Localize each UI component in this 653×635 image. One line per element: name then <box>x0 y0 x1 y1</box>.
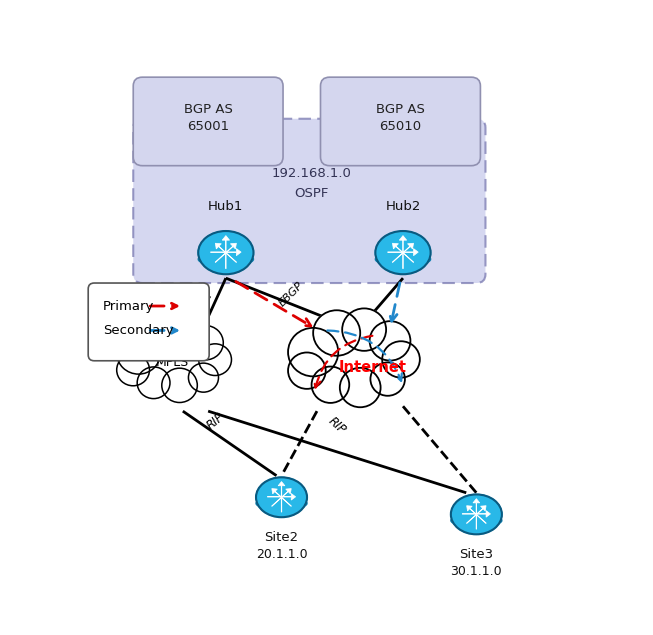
FancyArrowPatch shape <box>236 281 311 326</box>
Text: RIP: RIP <box>204 410 227 432</box>
Circle shape <box>138 316 180 356</box>
Circle shape <box>370 321 411 361</box>
FancyArrow shape <box>215 243 236 262</box>
FancyBboxPatch shape <box>133 119 485 283</box>
Text: EBGP: EBGP <box>278 279 306 308</box>
Circle shape <box>370 363 405 396</box>
Ellipse shape <box>199 252 253 266</box>
Circle shape <box>313 311 360 356</box>
FancyArrow shape <box>278 481 285 512</box>
FancyArrow shape <box>392 243 414 262</box>
Text: BGP AS
65001: BGP AS 65001 <box>183 103 232 133</box>
Circle shape <box>288 328 338 377</box>
Text: 192.168.1.0: 192.168.1.0 <box>272 168 352 180</box>
Circle shape <box>311 366 349 403</box>
Text: Hub1: Hub1 <box>208 200 244 213</box>
Text: Site3: Site3 <box>459 548 494 561</box>
Text: BGP AS
65010: BGP AS 65010 <box>376 103 425 133</box>
Text: EBGP: EBGP <box>195 288 217 319</box>
FancyBboxPatch shape <box>321 77 481 166</box>
FancyArrow shape <box>467 505 486 523</box>
Text: 30.1.1.0: 30.1.1.0 <box>451 565 502 578</box>
Text: Site2: Site2 <box>264 531 298 544</box>
Circle shape <box>117 332 161 374</box>
Circle shape <box>340 368 381 407</box>
Text: RIP: RIP <box>326 415 349 437</box>
Circle shape <box>188 326 223 360</box>
FancyArrow shape <box>215 243 236 262</box>
Text: Internet: Internet <box>339 359 407 375</box>
FancyBboxPatch shape <box>88 283 209 361</box>
Circle shape <box>382 341 420 378</box>
Circle shape <box>199 344 231 375</box>
FancyArrowPatch shape <box>314 336 372 387</box>
FancyArrow shape <box>272 488 291 506</box>
Circle shape <box>117 354 150 386</box>
FancyArrow shape <box>211 248 241 256</box>
FancyArrow shape <box>268 493 296 500</box>
FancyArrowPatch shape <box>327 330 402 381</box>
Ellipse shape <box>199 231 253 274</box>
FancyArrow shape <box>388 248 418 256</box>
FancyArrow shape <box>392 243 413 262</box>
FancyBboxPatch shape <box>133 77 283 166</box>
Text: OSPF: OSPF <box>295 187 329 200</box>
Circle shape <box>162 368 197 403</box>
FancyArrow shape <box>462 511 490 517</box>
FancyArrow shape <box>466 505 486 523</box>
FancyArrow shape <box>272 488 291 506</box>
Ellipse shape <box>256 478 307 518</box>
Ellipse shape <box>375 252 430 266</box>
Text: MPLS: MPLS <box>156 356 189 369</box>
FancyArrow shape <box>399 236 407 269</box>
FancyArrow shape <box>222 236 230 269</box>
Circle shape <box>342 309 386 351</box>
FancyArrow shape <box>473 498 480 529</box>
Ellipse shape <box>451 495 502 534</box>
Ellipse shape <box>256 497 307 510</box>
Text: Secondary: Secondary <box>103 324 174 337</box>
Circle shape <box>164 314 202 351</box>
Text: Primary: Primary <box>103 300 154 312</box>
Ellipse shape <box>375 231 430 274</box>
Text: 20.1.1.0: 20.1.1.0 <box>256 548 308 561</box>
Circle shape <box>137 367 170 399</box>
Circle shape <box>189 363 219 392</box>
FancyArrowPatch shape <box>389 283 400 321</box>
Text: Hub2: Hub2 <box>385 200 421 213</box>
Ellipse shape <box>451 514 502 527</box>
Circle shape <box>288 352 326 389</box>
